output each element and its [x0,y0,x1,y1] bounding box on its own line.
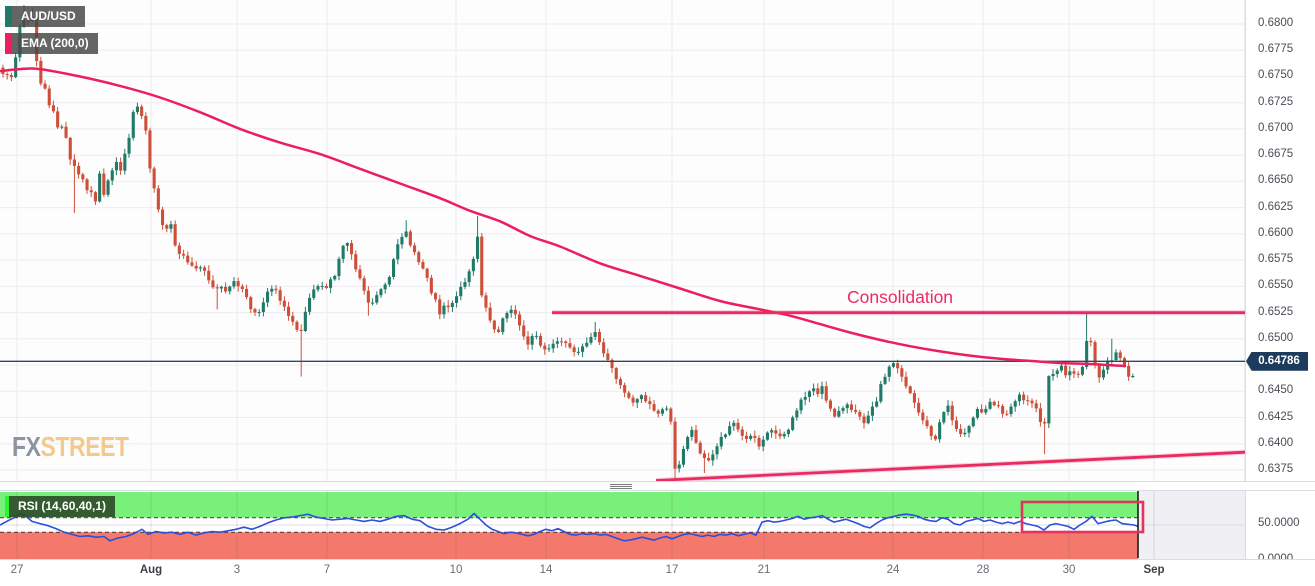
price-tick-label: 0.6375 [1258,463,1294,475]
ema-legend[interactable]: EMA (200,0) [5,33,98,54]
time-tick-label: Sep [1143,564,1165,576]
pane-border [0,559,1315,560]
rsi-highlight-box[interactable] [1020,500,1145,534]
price-tick-label: 0.6525 [1258,305,1294,318]
rsi-legend[interactable]: RSI (14,60,40,1) [5,496,116,517]
time-tick-label: 3 [233,564,241,576]
time-axis[interactable]: 27 Aug 3 7 10 14 17 21 24 28 30 Sep [0,560,1315,586]
symbol-badge: AUD/USD [12,6,85,27]
ema-series-icon [5,33,12,54]
price-tick-label: 0.6775 [1258,43,1294,56]
symbol-legend[interactable]: AUD/USD [5,6,85,27]
price-tick-label: 0.6800 [1258,17,1294,29]
price-tick-label: 0.6700 [1258,121,1294,134]
rsi-badge: RSI (14,60,40,1) [9,496,116,517]
time-tick-label: 27 [10,564,24,576]
consolidation-annotation[interactable]: Consolidation [847,287,954,307]
last-price-badge: 0.64786 [1246,351,1308,371]
price-tick-label: 0.6500 [1258,331,1294,344]
time-tick-label: 17 [665,564,679,576]
main-price-chart[interactable] [0,0,1245,481]
time-tick-label: 7 [323,564,331,576]
watermark-street: STREET [40,431,130,462]
time-tick-label: 14 [539,564,553,576]
price-tick-label: 0.6675 [1258,148,1294,161]
time-tick-label: 30 [1062,564,1076,576]
rsi-indicator-chart[interactable] [0,491,1245,560]
axis-divider [1245,0,1246,560]
rsi-overbought-zone [0,492,1138,518]
price-tick-label: 0.6450 [1258,384,1294,397]
time-tick-label: 28 [976,564,990,576]
price-tick-label: 0.6600 [1258,226,1294,239]
ascending-support-trendline[interactable] [655,449,1245,481]
rsi-oversold-zone [0,532,1138,560]
ema-badge: EMA (200,0) [12,33,98,54]
price-tick-label: 0.6400 [1258,436,1294,449]
fxstreet-watermark: FXSTREET [12,431,129,463]
price-tick-label: 0.6425 [1258,410,1294,423]
pane-border [0,490,1315,491]
candle-series-icon [5,6,12,27]
ema-200-line[interactable] [0,67,1127,368]
time-tick-label: 24 [886,564,900,576]
price-tick-label: 0.6550 [1258,279,1294,292]
price-tick-label: 0.6575 [1258,253,1294,266]
rsi-series-icon [5,496,9,517]
watermark-fx: FX [12,431,41,462]
time-tick-label: 21 [757,564,771,576]
candles [1,5,1135,480]
rsi-line [0,512,1139,542]
time-tick-label: Aug [139,564,163,576]
pane-border [0,481,1315,482]
time-tick-label: 10 [449,564,463,576]
price-tick-label: 0.6650 [1258,174,1294,187]
rsi-50-label: 50.0000 [1258,517,1300,529]
price-axis[interactable]: 0.6800 0.6775 0.6750 0.6725 0.6700 0.6675 0.66… [1246,0,1315,560]
price-tick-label: 0.6725 [1258,95,1294,108]
price-tick-label: 0.6750 [1258,69,1294,82]
price-tick-label: 0.6625 [1258,200,1294,213]
